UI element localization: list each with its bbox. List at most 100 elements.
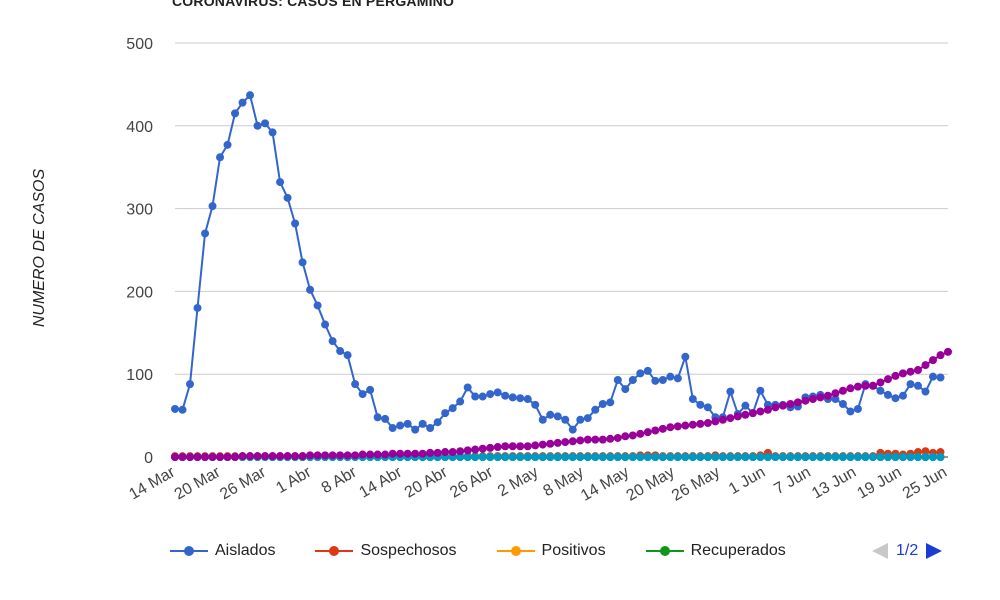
data-point[interactable]	[928, 356, 937, 365]
data-point[interactable]	[283, 193, 292, 202]
data-point[interactable]	[681, 453, 690, 461]
data-point[interactable]	[688, 453, 697, 461]
data-point[interactable]	[493, 453, 502, 461]
data-point[interactable]	[846, 453, 855, 461]
data-point[interactable]	[613, 376, 622, 384]
data-point[interactable]	[231, 453, 240, 461]
data-point[interactable]	[223, 453, 232, 461]
data-point[interactable]	[651, 453, 660, 461]
data-point[interactable]	[531, 453, 540, 461]
data-point[interactable]	[748, 409, 757, 418]
data-point[interactable]	[561, 438, 570, 447]
data-point[interactable]	[726, 414, 735, 423]
data-point[interactable]	[246, 91, 255, 100]
data-point[interactable]	[358, 390, 367, 399]
data-point[interactable]	[606, 434, 615, 443]
data-point[interactable]	[523, 453, 532, 461]
data-point[interactable]	[763, 405, 772, 414]
data-point[interactable]	[673, 453, 682, 461]
data-point[interactable]	[853, 453, 862, 461]
data-point[interactable]	[921, 361, 930, 370]
data-point[interactable]	[944, 347, 952, 356]
data-point[interactable]	[658, 453, 667, 461]
data-point[interactable]	[688, 395, 697, 404]
data-point[interactable]	[568, 437, 577, 446]
data-point[interactable]	[771, 403, 780, 412]
data-point[interactable]	[583, 414, 592, 423]
legend-item-positivos[interactable]: Positivos	[496, 542, 606, 560]
data-point[interactable]	[636, 453, 645, 461]
data-point[interactable]	[223, 140, 232, 149]
data-point[interactable]	[186, 380, 195, 389]
data-point[interactable]	[838, 386, 847, 395]
data-point[interactable]	[418, 419, 427, 428]
data-point[interactable]	[261, 119, 270, 128]
data-point[interactable]	[808, 453, 817, 461]
data-point[interactable]	[883, 453, 892, 461]
data-point[interactable]	[891, 371, 900, 380]
data-point[interactable]	[891, 394, 900, 403]
data-point[interactable]	[538, 453, 547, 461]
data-point[interactable]	[568, 453, 577, 461]
data-point[interactable]	[823, 391, 832, 400]
data-point[interactable]	[403, 419, 412, 428]
data-point[interactable]	[516, 394, 525, 403]
legend-item-aislados[interactable]: Aislados	[170, 542, 275, 560]
data-point[interactable]	[343, 451, 352, 460]
data-point[interactable]	[613, 433, 622, 442]
data-point[interactable]	[718, 415, 727, 424]
data-point[interactable]	[681, 352, 690, 361]
data-point[interactable]	[876, 386, 885, 395]
data-point[interactable]	[591, 405, 600, 414]
data-point[interactable]	[501, 391, 510, 400]
data-point[interactable]	[171, 453, 179, 461]
data-point[interactable]	[388, 424, 397, 433]
data-point[interactable]	[733, 453, 742, 461]
data-point[interactable]	[658, 376, 667, 384]
data-point[interactable]	[478, 444, 487, 453]
data-point[interactable]	[283, 452, 292, 461]
data-point[interactable]	[448, 404, 457, 413]
data-point[interactable]	[913, 453, 922, 461]
data-point[interactable]	[846, 384, 855, 393]
data-point[interactable]	[358, 450, 367, 459]
data-point[interactable]	[268, 128, 277, 137]
data-point[interactable]	[868, 381, 877, 390]
data-point[interactable]	[546, 410, 555, 419]
data-point[interactable]	[628, 431, 637, 440]
data-point[interactable]	[906, 380, 915, 389]
data-point[interactable]	[681, 421, 690, 430]
data-point[interactable]	[696, 453, 705, 461]
data-point[interactable]	[831, 395, 840, 404]
data-point[interactable]	[328, 451, 337, 460]
data-point[interactable]	[741, 401, 750, 410]
data-point[interactable]	[418, 449, 427, 458]
data-point[interactable]	[846, 407, 855, 416]
data-point[interactable]	[291, 452, 300, 461]
data-point[interactable]	[486, 390, 495, 399]
data-point[interactable]	[471, 445, 480, 454]
data-point[interactable]	[246, 452, 255, 461]
data-point[interactable]	[306, 285, 315, 294]
data-point[interactable]	[433, 418, 442, 427]
data-point[interactable]	[688, 420, 697, 429]
data-point[interactable]	[756, 453, 765, 461]
data-point[interactable]	[786, 453, 795, 461]
data-point[interactable]	[276, 452, 285, 461]
data-point[interactable]	[861, 453, 870, 461]
data-point[interactable]	[486, 453, 495, 461]
data-point[interactable]	[381, 414, 390, 423]
data-point[interactable]	[921, 387, 930, 396]
data-point[interactable]	[621, 453, 630, 461]
data-point[interactable]	[328, 337, 337, 346]
data-point[interactable]	[718, 453, 727, 461]
data-point[interactable]	[891, 453, 900, 461]
data-point[interactable]	[658, 424, 667, 433]
data-point[interactable]	[906, 367, 915, 376]
data-point[interactable]	[936, 351, 945, 360]
data-point[interactable]	[621, 385, 630, 394]
data-point[interactable]	[928, 453, 937, 461]
data-point[interactable]	[778, 401, 787, 410]
data-point[interactable]	[366, 385, 375, 394]
data-point[interactable]	[621, 432, 630, 441]
